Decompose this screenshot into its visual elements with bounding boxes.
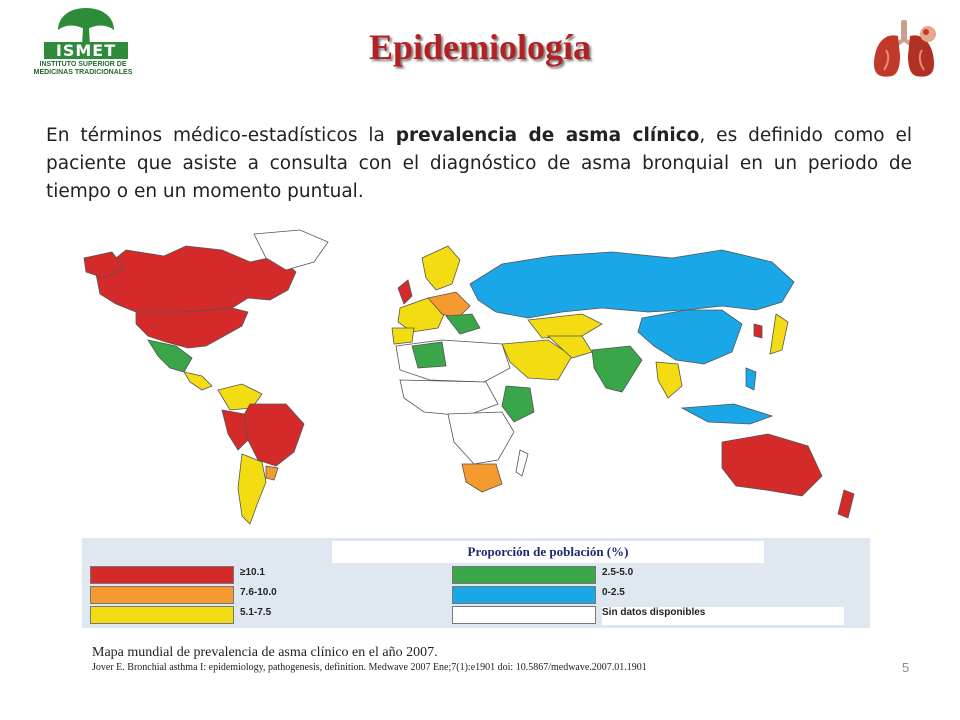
region-madagascar (515, 449, 529, 477)
region-japan (769, 313, 789, 355)
slide-title: Epidemiología (368, 27, 592, 67)
region-colombia-venezuela (217, 383, 263, 411)
region-iberia (391, 327, 415, 345)
region-philippines (745, 367, 757, 391)
intro-paragraph: En términos médico-estadísticos la preva… (46, 122, 912, 206)
legend-swatch (90, 566, 234, 584)
region-central-africa (447, 411, 515, 465)
legend-label: 5.1-7.5 (240, 607, 272, 618)
legend-nodata-background (602, 607, 844, 625)
world-map (82, 228, 870, 528)
region-alaska (83, 251, 125, 279)
region-central-europe (427, 291, 471, 319)
legend-swatch (90, 586, 234, 604)
region-greenland (253, 229, 329, 271)
region-scandinavia (421, 245, 461, 291)
region-argentina (237, 453, 267, 525)
legend-label: Sin datos disponibles (602, 607, 706, 618)
region-indonesia (680, 403, 774, 425)
region-uruguay (265, 465, 279, 481)
legend-label: 7.6-10.0 (240, 587, 277, 598)
region-uk (397, 279, 413, 305)
legend-label: 2.5-5.0 (602, 567, 634, 578)
logo-subtitle-line2: MEDICINAS TRADICIONALES (33, 69, 133, 76)
intro-highlight: prevalencia de asma clínico (395, 125, 700, 146)
logo-subtitle-line1: INSTITUTO SUPERIOR DE (39, 61, 127, 68)
logo-subtitle: INSTITUTO SUPERIOR DE MEDICINAS TRADICIO… (18, 61, 148, 77)
region-india (591, 345, 643, 393)
region-usa (135, 307, 249, 349)
region-kazakhstan (527, 313, 603, 339)
legend-swatch (452, 586, 596, 604)
legend-swatch (90, 606, 234, 624)
tree-icon (58, 8, 114, 46)
legend-swatch (452, 606, 596, 624)
region-balkans (445, 313, 481, 335)
world-map-svg (82, 228, 870, 528)
region-new-zealand (837, 489, 855, 519)
legend-swatch (452, 566, 596, 584)
region-peru (221, 409, 249, 451)
region-algeria (411, 341, 447, 369)
legend-label: 0-2.5 (602, 587, 625, 598)
intro-text-after: , es definido como el paciente que asist… (46, 125, 913, 202)
lungs-icon (874, 20, 936, 77)
region-south-africa (461, 463, 503, 493)
region-middle-east (501, 339, 573, 381)
region-russia (469, 249, 795, 319)
intro-text-before: En términos médico-estadísticos la (46, 125, 396, 146)
legend-title: Proporción de población (%) (332, 541, 764, 563)
map-caption: Mapa mundial de prevalencia de asma clín… (92, 645, 438, 660)
ismet-logo: ISMET INSTITUTO SUPERIOR DE MEDICINAS TR… (18, 4, 148, 82)
region-china (637, 309, 743, 365)
region-southeast-asia (655, 361, 683, 399)
map-legend: Proporción de población (%) ≥10.1 7.6-10… (82, 538, 870, 628)
region-australia (721, 433, 823, 497)
region-korea (753, 323, 763, 339)
legend-label: ≥10.1 (240, 567, 265, 578)
page-number: 5 (902, 660, 910, 675)
region-central-america (183, 371, 213, 391)
citation: Jover E. Bronchial asthma I: epidemiolog… (92, 662, 647, 673)
region-east-africa (501, 385, 535, 423)
logo-name: ISMET (44, 42, 128, 59)
